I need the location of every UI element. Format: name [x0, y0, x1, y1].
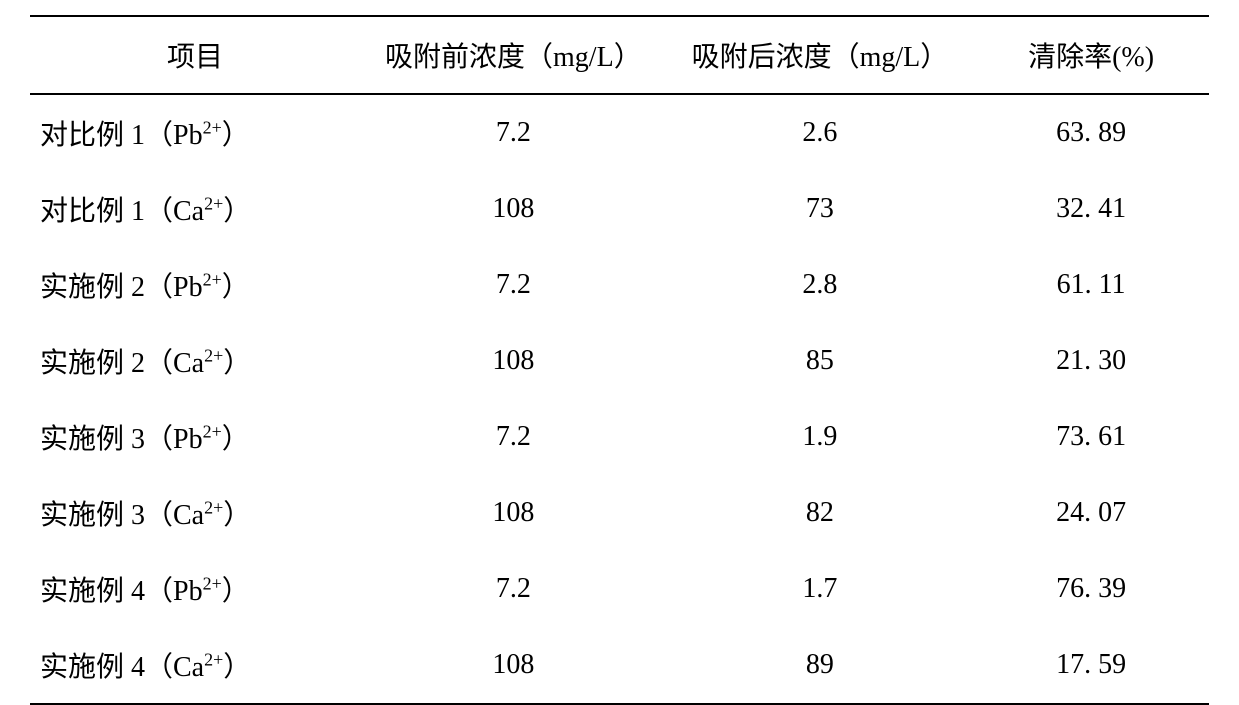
- table-header-row: 项目 吸附前浓度（mg/L） 吸附后浓度（mg/L） 清除率(%): [30, 16, 1209, 94]
- cell-before: 108: [360, 627, 667, 704]
- cell-after: 1.7: [667, 551, 974, 627]
- table-row: 实施例 2（Ca2+）1088521. 30: [30, 323, 1209, 399]
- cell-item: 实施例 3（Ca2+）: [30, 475, 360, 551]
- cell-after: 1.9: [667, 399, 974, 475]
- cell-rate: 17. 59: [973, 627, 1209, 704]
- header-item: 项目: [30, 16, 360, 94]
- cell-after: 89: [667, 627, 974, 704]
- adsorption-results-table: 项目 吸附前浓度（mg/L） 吸附后浓度（mg/L） 清除率(%) 对比例 1（…: [30, 15, 1209, 705]
- cell-after: 82: [667, 475, 974, 551]
- table-row: 实施例 3（Ca2+）1088224. 07: [30, 475, 1209, 551]
- item-suffix: ）: [222, 576, 250, 607]
- item-prefix: 实施例 2（Ca: [40, 348, 204, 379]
- table-row: 实施例 4（Ca2+）1088917. 59: [30, 627, 1209, 704]
- item-prefix: 实施例 4（Pb: [40, 576, 203, 607]
- item-prefix: 实施例 2（Pb: [40, 272, 203, 303]
- cell-before: 7.2: [360, 247, 667, 323]
- cell-rate: 73. 61: [973, 399, 1209, 475]
- item-suffix: ）: [222, 424, 250, 455]
- item-suffix: ）: [223, 196, 251, 227]
- cell-rate: 63. 89: [973, 94, 1209, 171]
- item-suffix: ）: [222, 120, 250, 151]
- cell-rate: 32. 41: [973, 171, 1209, 247]
- cell-before: 108: [360, 171, 667, 247]
- cell-before: 108: [360, 475, 667, 551]
- table-row: 对比例 1（Ca2+）1087332. 41: [30, 171, 1209, 247]
- item-prefix: 对比例 1（Pb: [40, 120, 203, 151]
- item-prefix: 实施例 4（Ca: [40, 652, 204, 683]
- table-row: 实施例 2（Pb2+）7.22.861. 11: [30, 247, 1209, 323]
- header-rate: 清除率(%): [973, 16, 1209, 94]
- cell-item: 实施例 4（Pb2+）: [30, 551, 360, 627]
- item-suffix: ）: [223, 500, 251, 531]
- cell-item: 对比例 1（Ca2+）: [30, 171, 360, 247]
- item-prefix: 实施例 3（Pb: [40, 424, 203, 455]
- item-suffix: ）: [223, 348, 251, 379]
- cell-rate: 61. 11: [973, 247, 1209, 323]
- cell-item: 对比例 1（Pb2+）: [30, 94, 360, 171]
- item-superscript: 2+: [204, 650, 223, 670]
- cell-after: 73: [667, 171, 974, 247]
- cell-before: 7.2: [360, 399, 667, 475]
- cell-before: 7.2: [360, 551, 667, 627]
- cell-rate: 76. 39: [973, 551, 1209, 627]
- table-row: 实施例 3（Pb2+）7.21.973. 61: [30, 399, 1209, 475]
- item-prefix: 对比例 1（Ca: [40, 196, 204, 227]
- item-superscript: 2+: [204, 346, 223, 366]
- cell-item: 实施例 4（Ca2+）: [30, 627, 360, 704]
- cell-before: 7.2: [360, 94, 667, 171]
- item-superscript: 2+: [203, 574, 222, 594]
- cell-after: 2.6: [667, 94, 974, 171]
- cell-item: 实施例 2（Pb2+）: [30, 247, 360, 323]
- header-after: 吸附后浓度（mg/L）: [667, 16, 974, 94]
- cell-before: 108: [360, 323, 667, 399]
- table-body: 对比例 1（Pb2+）7.22.663. 89对比例 1（Ca2+）108733…: [30, 94, 1209, 704]
- item-superscript: 2+: [203, 422, 222, 442]
- item-superscript: 2+: [203, 270, 222, 290]
- cell-after: 85: [667, 323, 974, 399]
- table-row: 实施例 4（Pb2+）7.21.776. 39: [30, 551, 1209, 627]
- item-superscript: 2+: [204, 498, 223, 518]
- cell-item: 实施例 3（Pb2+）: [30, 399, 360, 475]
- cell-after: 2.8: [667, 247, 974, 323]
- item-prefix: 实施例 3（Ca: [40, 500, 204, 531]
- cell-rate: 21. 30: [973, 323, 1209, 399]
- item-superscript: 2+: [204, 194, 223, 214]
- item-suffix: ）: [223, 652, 251, 683]
- cell-item: 实施例 2（Ca2+）: [30, 323, 360, 399]
- table-row: 对比例 1（Pb2+）7.22.663. 89: [30, 94, 1209, 171]
- header-before: 吸附前浓度（mg/L）: [360, 16, 667, 94]
- item-superscript: 2+: [203, 118, 222, 138]
- item-suffix: ）: [222, 272, 250, 303]
- cell-rate: 24. 07: [973, 475, 1209, 551]
